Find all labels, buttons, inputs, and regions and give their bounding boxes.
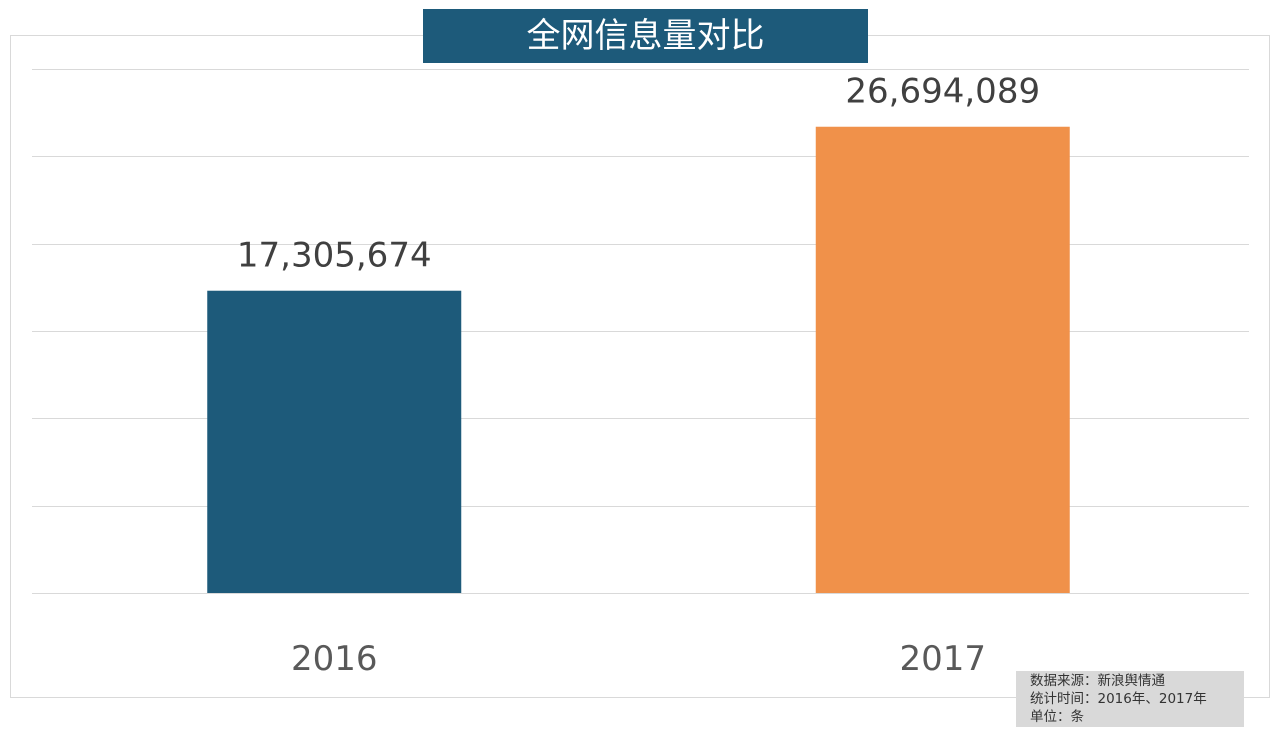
note-period: 统计时间：2016年、2017年 [1030, 691, 1207, 707]
bar-2017 [815, 126, 1070, 593]
data-label: 17,305,674 [237, 236, 432, 276]
category-label: 2017 [899, 639, 986, 679]
note-unit: 单位：条 [1030, 709, 1084, 725]
note-source: 数据来源：新浪舆情通 [1030, 673, 1165, 689]
chart-title: 全网信息量对比 [423, 9, 868, 63]
bar-2016 [207, 290, 462, 593]
category-label: 2016 [291, 639, 378, 679]
data-label: 26,694,089 [845, 72, 1040, 112]
source-note: 数据来源：新浪舆情通 统计时间：2016年、2017年 单位：条 [1016, 671, 1244, 727]
